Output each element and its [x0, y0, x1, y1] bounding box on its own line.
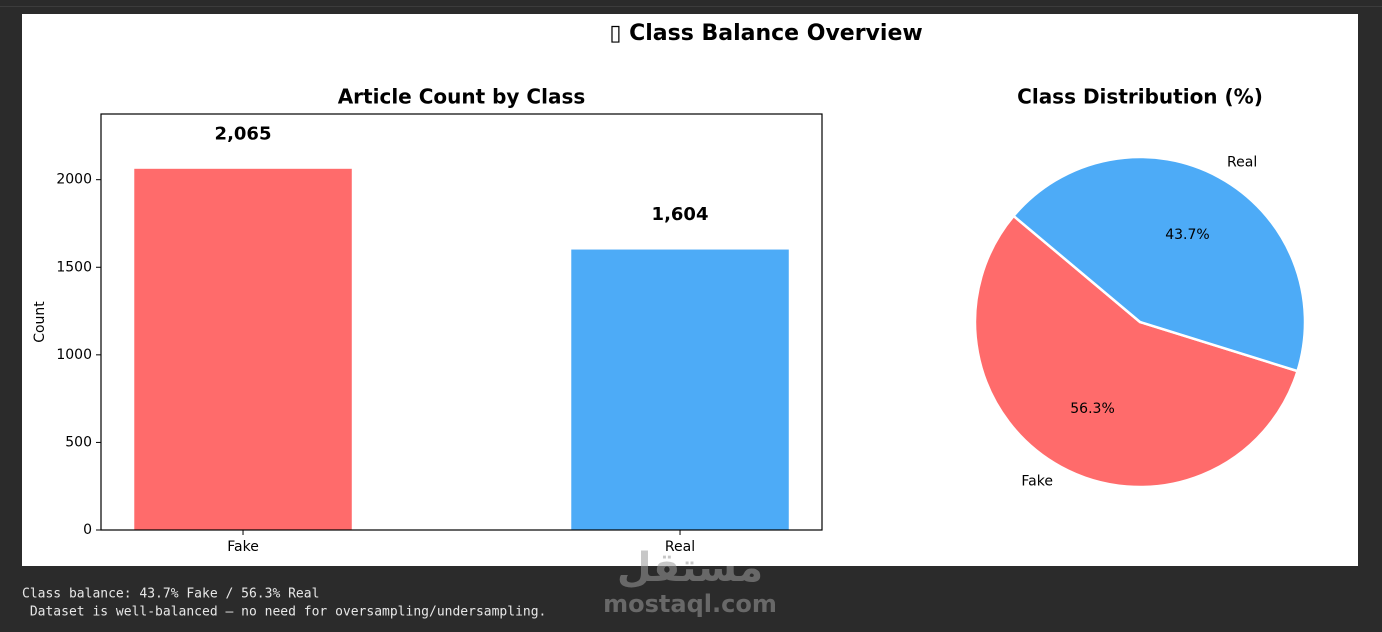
x-tick-label: Fake [227, 539, 259, 555]
value-label: 1,604 [652, 204, 709, 225]
y-tick-label: 1500 [56, 259, 92, 275]
chart-title: Article Count by Class [338, 85, 586, 109]
pie-value-label: 56.3% [1070, 401, 1114, 417]
figure-title: ▯ Class Balance Overview [609, 21, 922, 46]
output-line: Class balance: 43.7% Fake / 56.3% Real [22, 587, 319, 602]
y-tick-label: 0 [83, 522, 92, 538]
pie-value-label: 43.7% [1165, 227, 1209, 243]
pie-wedge [1011, 155, 1307, 373]
y-axis-label: Count [32, 301, 48, 343]
watermark: mostaql.com [603, 590, 777, 618]
y-tick-label: 1000 [56, 347, 92, 363]
x-tick-label: Real [665, 539, 695, 555]
output-line: Dataset is well-balanced — no need for o… [22, 605, 546, 620]
bar [570, 248, 790, 531]
y-tick-label: 500 [65, 434, 92, 450]
pie-label: Real [1227, 155, 1257, 171]
watermark: مستقل [617, 545, 763, 591]
bar [133, 167, 353, 531]
value-label: 2,065 [215, 123, 272, 144]
chart-title: Class Distribution (%) [1017, 85, 1263, 109]
y-tick-label: 2000 [56, 172, 92, 188]
pie-chart: Class Distribution (%) Fake 56.3% Real 43.7% [973, 85, 1307, 489]
bar-chart: Article Count by Class Count 0 500 1000 1500 2… [32, 85, 823, 555]
pie-label: Fake [1021, 473, 1053, 489]
axes-frame [100, 113, 823, 531]
pie-wedge [973, 214, 1300, 489]
